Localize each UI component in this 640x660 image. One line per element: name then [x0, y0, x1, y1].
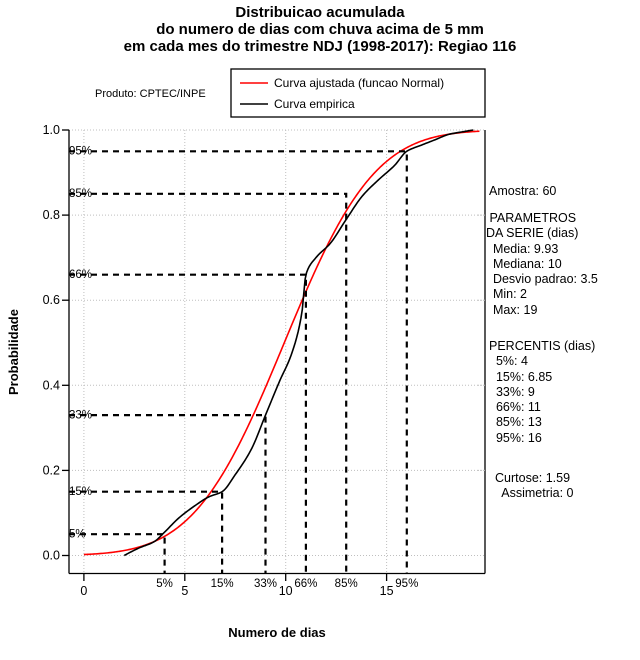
svg-text:1.0: 1.0 [43, 123, 60, 137]
svg-text:0.0: 0.0 [43, 549, 60, 563]
svg-text:0.6: 0.6 [43, 293, 60, 307]
svg-text:85%: 85% [335, 578, 358, 590]
svg-text:95%: 95% [395, 578, 418, 590]
svg-text:15%: 15% [211, 578, 234, 590]
svg-text:0.8: 0.8 [43, 208, 60, 222]
svg-text:10: 10 [279, 584, 293, 598]
svg-text:0.4: 0.4 [43, 378, 60, 392]
svg-text:Curva empirica: Curva empirica [274, 97, 355, 111]
svg-text:5: 5 [181, 584, 188, 598]
svg-text:5%: 5% [156, 578, 173, 590]
svg-text:Curva ajustada (funcao Normal): Curva ajustada (funcao Normal) [274, 76, 444, 90]
svg-text:85%: 85% [69, 188, 92, 200]
svg-text:66%: 66% [294, 578, 317, 590]
svg-text:66%: 66% [69, 269, 92, 281]
svg-text:0.2: 0.2 [43, 463, 60, 477]
svg-text:Probabilidade: Probabilidade [6, 309, 21, 395]
svg-text:95%: 95% [69, 146, 92, 158]
svg-text:33%: 33% [254, 578, 277, 590]
svg-text:33%: 33% [69, 410, 92, 422]
svg-text:0: 0 [80, 584, 87, 598]
svg-text:15%: 15% [69, 486, 92, 498]
svg-text:15: 15 [380, 584, 394, 598]
svg-text:5%: 5% [69, 529, 86, 541]
